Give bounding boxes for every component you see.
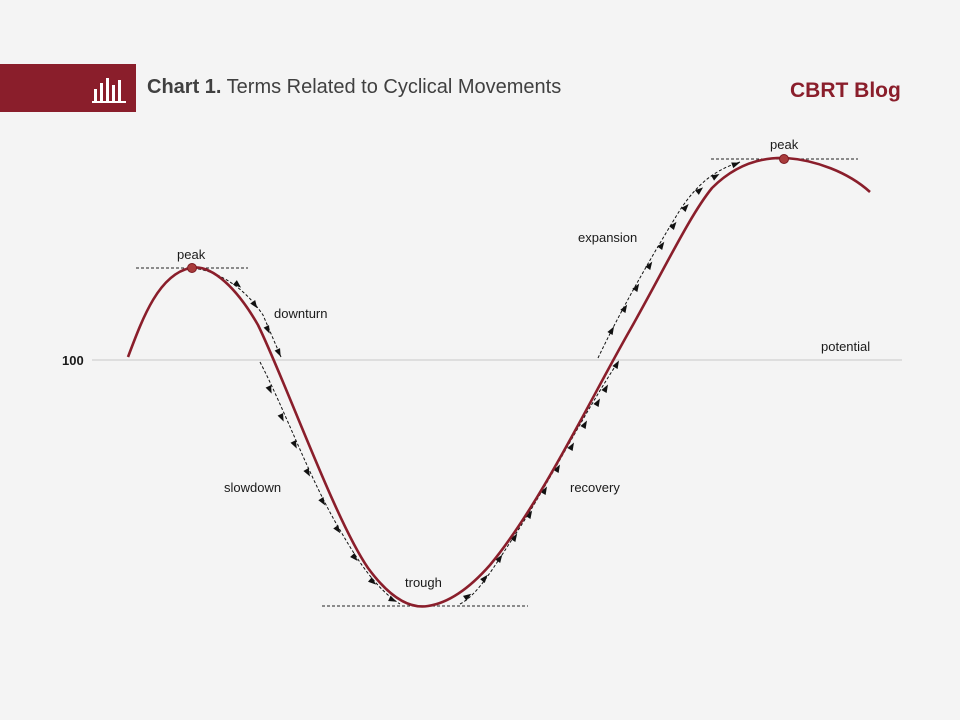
recovery-arrowheads	[463, 360, 619, 601]
chart-title: Chart 1. Terms Related to Cyclical Movem…	[147, 76, 561, 99]
peak-left-dot	[187, 263, 197, 273]
downturn-label: downturn	[274, 306, 327, 321]
peak-right-label: peak	[770, 137, 799, 152]
downturn-arrowheads	[233, 280, 281, 357]
cycle-curve	[126, 156, 871, 608]
expansion-arrowheads	[607, 162, 740, 335]
downturn-arrow-path	[192, 267, 282, 358]
chart-title-text: Terms Related to Cyclical Movements	[226, 76, 562, 98]
peak-left-label: peak	[177, 247, 206, 262]
peak-right-dot	[779, 154, 789, 164]
potential-label: potential	[821, 339, 870, 354]
slowdown-arrow-path	[259, 361, 401, 605]
recovery-label: recovery	[570, 480, 620, 495]
bar-chart-icon	[92, 78, 126, 103]
recovery-arrow-path	[459, 361, 619, 605]
title-band	[0, 64, 136, 112]
axis-value-label: 100	[62, 353, 84, 368]
brand-label: CBRT Blog	[790, 79, 901, 102]
trough-label: trough	[405, 575, 442, 590]
slowdown-label: slowdown	[224, 480, 281, 495]
expansion-label: expansion	[578, 230, 637, 245]
chart-number: Chart 1.	[147, 76, 222, 98]
slowdown-arrowheads	[265, 385, 397, 602]
